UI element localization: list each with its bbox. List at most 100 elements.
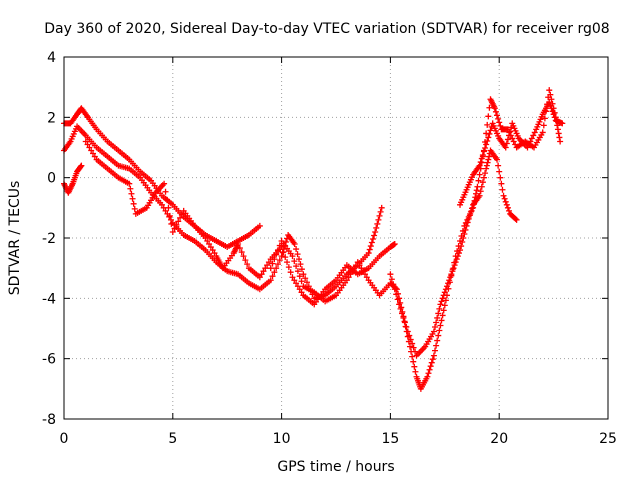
data-series [267,87,564,392]
data-point [502,144,509,151]
data-point [178,211,185,218]
data-point [293,280,300,287]
data-point [485,113,492,120]
data-point [411,363,418,370]
x-tick-label: 0 [60,431,69,447]
data-point [441,289,448,296]
data-point [158,201,165,208]
data-point [459,239,466,246]
data-point [495,162,502,169]
data-point [441,302,448,309]
y-tick-label: -6 [42,352,56,368]
data-point [483,165,490,172]
data-point [427,363,434,370]
data-series [82,138,398,308]
x-tick-label: 15 [381,431,399,447]
data-point [262,265,269,272]
y-tick-label: -2 [42,231,56,247]
data-point [465,215,472,222]
data-point [473,187,480,194]
data-point [256,222,263,229]
data-point [476,192,483,199]
data-series [61,123,385,302]
data-point [128,190,135,197]
data-point [434,337,441,344]
data-point [487,127,494,134]
x-tick-labels: 0 5 10 15 20 25 [60,431,617,447]
data-point [434,314,441,321]
data-point [351,265,358,272]
data-point [90,150,97,157]
data-point [467,208,474,215]
data-point [477,188,484,195]
data-point [410,358,417,365]
data-point [426,366,433,373]
data-point [476,162,483,169]
data-point [365,250,372,257]
data-point [501,195,508,202]
data-point [127,185,134,192]
x-tick-label: 5 [168,431,177,447]
data-point [483,162,490,169]
data-point [278,253,285,260]
data-point [356,262,363,269]
data-point [298,289,305,296]
data-point [438,317,445,324]
data-point [504,136,511,143]
x-tick-label: 10 [273,431,291,447]
data-point [439,312,446,319]
data-point [559,120,566,127]
data-point [475,177,482,184]
data-point [469,205,475,212]
data-point [166,213,173,220]
data-point [476,171,483,178]
data-point [168,220,175,227]
data-point [503,140,510,147]
data-point [463,222,470,229]
data-point [494,156,501,163]
data-point [354,259,361,266]
data-point [502,198,509,205]
data-point [496,168,503,175]
data-point [362,271,369,278]
data-point [424,373,431,380]
data-point [494,112,501,119]
data-point [347,271,354,278]
grid-lines [64,57,608,419]
data-point [298,278,305,285]
data-point [173,221,180,228]
data-point [171,225,178,232]
data-point [547,102,554,109]
data-point [293,246,300,253]
data-point [175,218,182,225]
data-point [455,250,462,257]
y-tick-label: 4 [47,50,56,66]
data-point [550,111,557,118]
data-point [407,336,414,343]
data-point [432,347,439,354]
data-point [430,352,437,359]
data-point [438,298,445,305]
data-point [435,332,442,339]
data-point [377,208,384,215]
data-point [498,180,505,187]
data-point [240,253,247,260]
data-point [300,271,307,278]
data-point [282,254,289,261]
data-point [162,188,169,195]
data-point [204,238,211,245]
data-point [207,244,214,251]
data-point [284,259,291,266]
y-tick-label: -4 [42,291,56,307]
data-point [512,215,519,222]
data-point [528,135,535,142]
data-point [296,273,303,280]
data-point [363,274,370,281]
data-point [293,263,300,270]
data-point [302,275,309,282]
data-point [169,228,176,235]
data-point [294,268,301,275]
data-point [303,279,310,286]
data-point [399,310,406,317]
